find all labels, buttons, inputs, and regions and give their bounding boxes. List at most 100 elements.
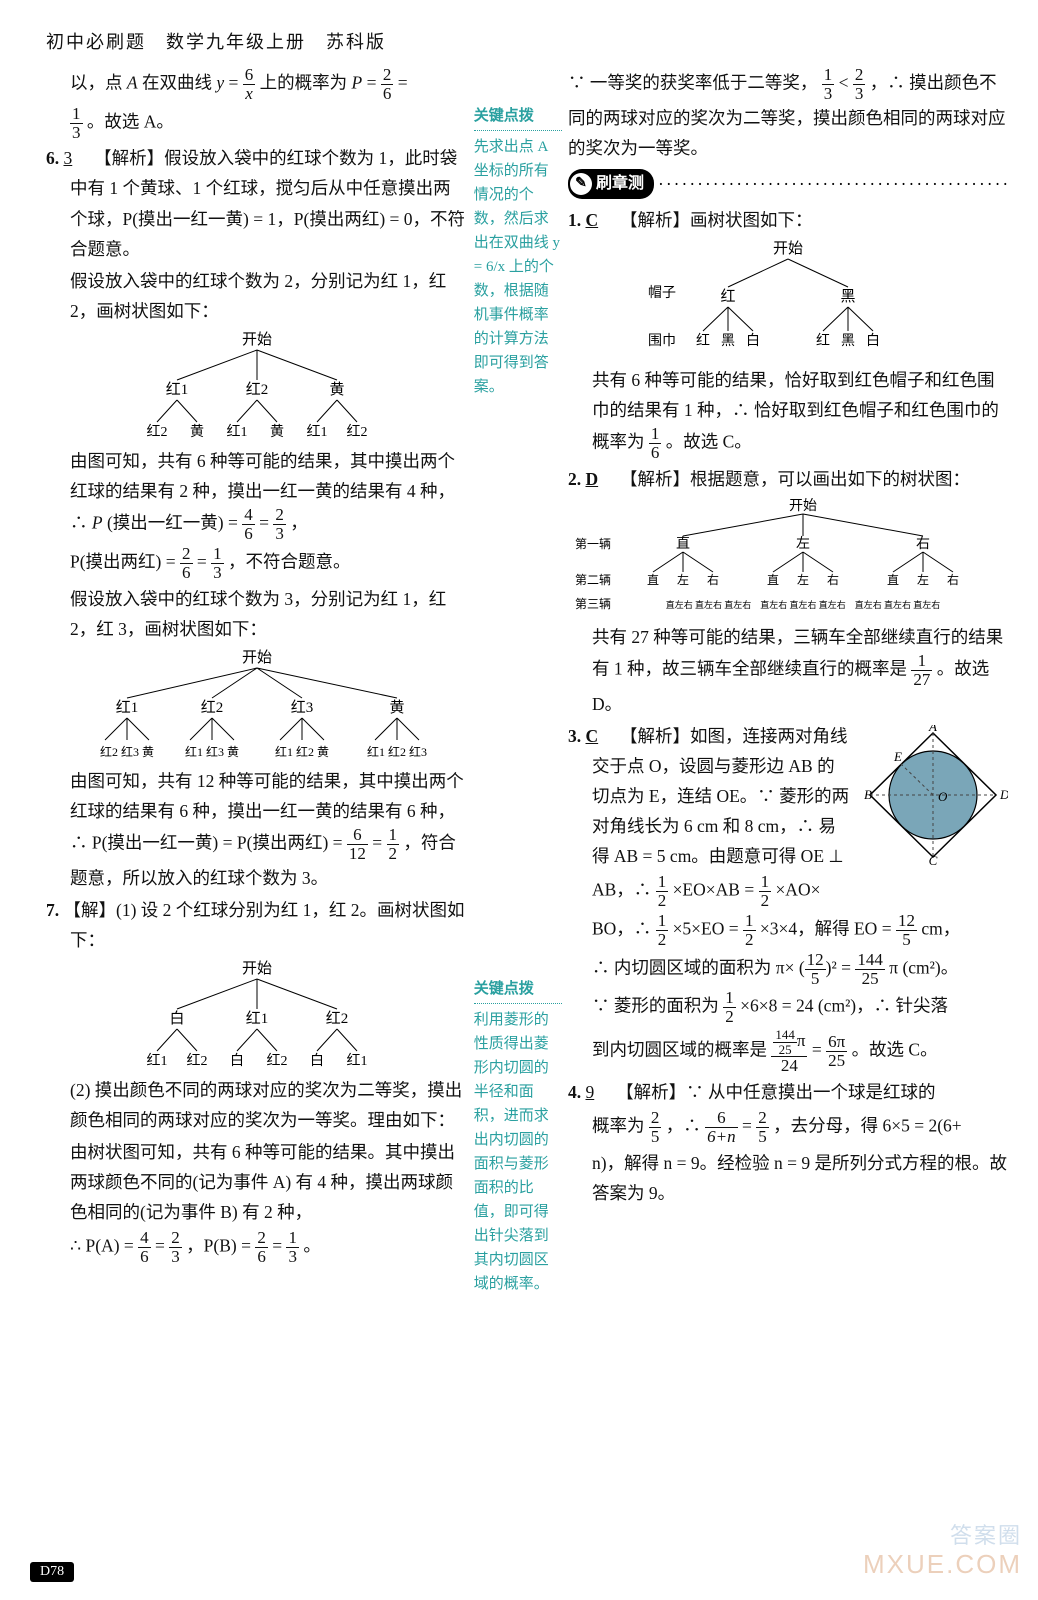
svg-text:围巾: 围巾 <box>648 333 676 349</box>
n: 1 <box>656 912 669 931</box>
svg-text:O: O <box>938 789 948 804</box>
svg-text:右: 右 <box>827 572 839 587</box>
t: ，P(B) = <box>186 1236 255 1256</box>
tree5: 开始 第一辆 直左右 第二辆 直左右 直左右 直左右 第三辆 <box>568 498 1008 616</box>
t: ，∴ <box>666 1116 705 1136</box>
n: 4 <box>242 506 255 525</box>
t: ×6×8 = 24 (cm²)，∴ 针尖落 <box>740 996 948 1016</box>
n: 1 <box>387 826 400 845</box>
t: 。故选 C。 <box>852 1040 938 1060</box>
n: 2 <box>180 545 193 564</box>
svg-text:白: 白 <box>169 1010 184 1027</box>
n: 12 <box>805 951 826 970</box>
n: 144 <box>855 951 885 970</box>
svg-text:帽子: 帽子 <box>648 285 676 301</box>
svg-text:开始: 开始 <box>242 331 272 348</box>
d: 3 <box>211 564 224 582</box>
svg-text:C: C <box>929 853 938 865</box>
svg-text:第二辆: 第二辆 <box>575 573 611 587</box>
n: 6 <box>347 826 368 845</box>
svg-text:第三辆: 第三辆 <box>575 597 611 611</box>
svg-text:开始: 开始 <box>789 498 817 514</box>
svg-text:红2: 红2 <box>186 1053 207 1069</box>
d: 3 <box>822 85 835 103</box>
annot-text: 先求出点 A 坐标的所有情况的个数，然后求出在双曲线 y = 6/x 上的个数，… <box>474 135 562 399</box>
tree4: 开始 帽子 红黑 围巾 红黑白 红黑白 <box>568 239 1008 359</box>
n: 1 <box>211 545 224 564</box>
annot-title2: 关键点拨 <box>474 977 562 1001</box>
svg-text:B: B <box>864 787 872 802</box>
t: ×AO× <box>775 880 820 900</box>
q3d: ∴ 内切圆区域的面积为 π× (125)² = 14425 π (cm²)。 <box>568 951 1008 988</box>
t: P(摸出两红) = <box>70 551 180 571</box>
left-column: 以，点 A 在双曲线 y = 6x 上的概率为 P = 26 = 13 。故选 … <box>46 64 474 1314</box>
n: 1 <box>822 66 835 85</box>
svg-text:红1: 红1 <box>116 699 139 716</box>
annot-title: 关键点拨 <box>474 104 562 128</box>
svg-text:红2: 红2 <box>326 1010 349 1027</box>
svg-text:红2: 红2 <box>346 424 367 440</box>
pen-icon: ✎ <box>570 173 592 195</box>
svg-text:黑: 黑 <box>840 289 855 305</box>
n: 2 <box>255 1229 268 1248</box>
q6e: 假设放入袋中的红球个数为 3，分别记为红 1，红 2，红 3，画树状图如下： <box>46 584 468 644</box>
n: 2 <box>169 1229 182 1248</box>
svg-text:右: 右 <box>947 572 959 587</box>
d: 6+n <box>705 1128 737 1146</box>
t: ，不符合题意。 <box>228 551 351 571</box>
q3c: BO，∴ 12 ×5×EO = 12 ×3×4，解得 EO = 125 cm， <box>568 912 1008 949</box>
q6-ans: 3 <box>64 148 73 168</box>
svg-text:红1: 红1 <box>246 1010 269 1027</box>
t: = <box>812 1040 826 1060</box>
columns: 以，点 A 在双曲线 y = 6x 上的概率为 P = 26 = 13 。故选 … <box>46 64 1008 1314</box>
q6-num: 6. <box>46 148 59 168</box>
d: 6 <box>138 1248 151 1266</box>
d: 2 <box>656 931 669 949</box>
q4-num: 4. <box>568 1082 581 1102</box>
q7d: ∴ P(A) = 46 = 23 ，P(B) = 26 = 13 。 <box>46 1229 468 1266</box>
q6d: P(摸出两红) = 26 = 13 ，不符合题意。 <box>46 545 468 582</box>
svg-text:开始: 开始 <box>242 649 272 666</box>
d: 6 <box>180 564 193 582</box>
tree1: 开始 红1红2黄 红2黄 红1黄 红1红2 <box>46 330 468 440</box>
d: 3 <box>853 85 866 103</box>
d: 3 <box>169 1248 182 1266</box>
q3b: AB，∴ 12 ×EO×AB = 12 ×AO× <box>568 873 1008 910</box>
n: 1 <box>656 873 669 892</box>
t: 以，点 <box>70 72 127 92</box>
svg-text:红1: 红1 <box>306 424 327 440</box>
t: ∵ 一等奖的获奖率低于二等奖， <box>568 72 817 92</box>
n: 12 <box>896 912 917 931</box>
t: ∴ 内切圆区域的面积为 π× <box>592 957 794 977</box>
badge-shuazhangce: ✎刷章测 <box>568 169 654 199</box>
t: ×5×EO = <box>673 918 743 938</box>
svg-text:红1 红2 红3: 红1 红2 红3 <box>367 744 427 759</box>
q7-num: 7. <box>46 900 59 920</box>
n: 1 <box>286 1229 299 1248</box>
svg-text:红3: 红3 <box>291 699 314 716</box>
d: 27 <box>911 671 932 689</box>
q3: 3. C A B D C E O <box>568 721 1008 871</box>
svg-text:红1: 红1 <box>166 381 189 398</box>
d: x <box>243 85 256 103</box>
q3-text: 【解析】如图，连接两对角线交于点 O，设圆与菱形边 AB 的切点为 E，连结 O… <box>592 726 849 866</box>
t: ×EO×AB = <box>673 880 759 900</box>
q6b: 假设放入袋中的红球个数为 2，分别记为红 1，红 2，画树状图如下： <box>46 266 468 326</box>
svg-text:红1 红3 黄: 红1 红3 黄 <box>185 744 239 759</box>
d: 5 <box>896 931 917 949</box>
svg-text:黄: 黄 <box>389 699 404 716</box>
q7c: 由树状图可知，共有 6 种等可能的结果。其中摸出两球颜色不同的(记为事件 A) … <box>46 1137 468 1227</box>
badge-label: 刷章测 <box>596 170 644 198</box>
page: 初中必刷题 数学九年级上册 苏科版 以，点 A 在双曲线 y = 6x 上的概率… <box>0 0 1038 1600</box>
svg-text:白: 白 <box>866 333 880 349</box>
watermark-top: 答案圈 <box>950 1518 1022 1550</box>
q2b: 共有 27 种等可能的结果，三辆车全部继续直行的结果有 1 种，故三辆车全部继续… <box>568 622 1008 719</box>
svg-text:右: 右 <box>707 572 719 587</box>
svg-text:黑: 黑 <box>721 334 735 349</box>
t: AB，∴ <box>592 880 656 900</box>
svg-text:红1 红2 黄: 红1 红2 黄 <box>275 744 329 759</box>
d: 2 <box>387 845 400 863</box>
d: 3 <box>273 525 286 543</box>
n: 2 <box>649 1109 662 1128</box>
n: 2 <box>756 1109 769 1128</box>
